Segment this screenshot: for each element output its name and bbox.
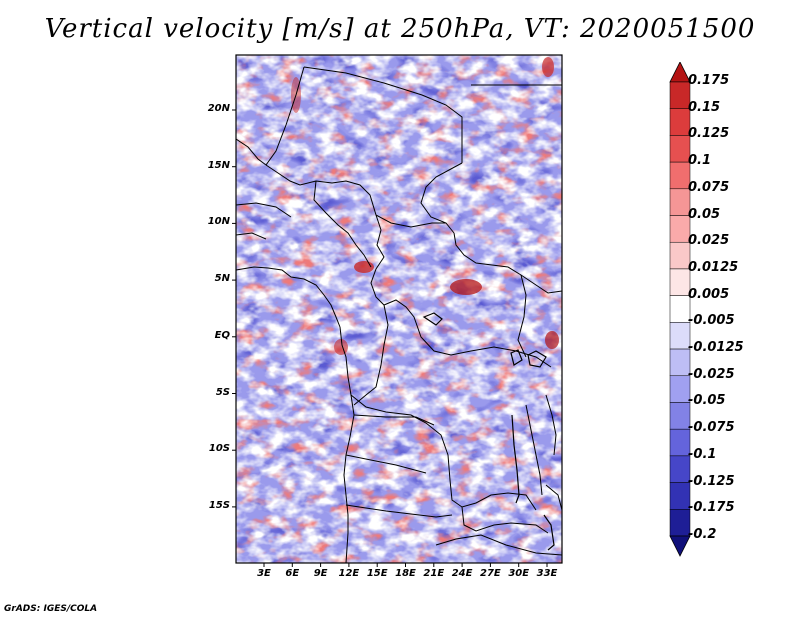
colorbar-segment (669, 215, 691, 243)
latitude-label: 20N (207, 103, 230, 114)
colorbar-segment (669, 241, 691, 270)
longitude-label: 33E (536, 568, 558, 579)
colorbar-segment (669, 348, 691, 377)
latitude-label: 15N (207, 159, 230, 171)
longitude-label: 12E (338, 568, 360, 579)
latitude-label: 5S (215, 386, 230, 398)
colorbar-label: 0.1 (688, 153, 712, 169)
latitude-label: EQ (214, 329, 230, 341)
colorbar-label: -0.125 (688, 473, 735, 489)
colorbar-label: -0.05 (688, 393, 726, 409)
colorbar-label: -0.005 (688, 313, 735, 329)
colorbar-label: 0.15 (688, 99, 721, 115)
ascent-hotspot (450, 279, 482, 295)
ascent-hotspot (545, 331, 559, 349)
colorbar-segment (669, 161, 691, 190)
colorbar-label: -0.025 (688, 366, 735, 382)
colorbar-segment (669, 108, 691, 136)
colorbar-label: -0.2 (688, 527, 717, 542)
colorbar-label: -0.075 (688, 420, 735, 436)
field-near-zero (236, 55, 562, 563)
grads-credit: GrADS: IGES/COLA (4, 604, 98, 614)
longitude-label: 18E (395, 568, 416, 579)
colorbar-segment (669, 402, 691, 430)
colorbar-segment (669, 322, 691, 350)
latitude-label: 10S (208, 443, 230, 455)
colorbar-max-arrow (669, 62, 691, 83)
colorbar-label: 0.125 (688, 126, 730, 142)
colorbar-label: -0.175 (688, 500, 735, 516)
colorbar-label: 0.025 (688, 233, 730, 249)
latitude-label: 5N (214, 273, 230, 285)
colorbar-label: 0.0125 (688, 259, 739, 275)
ascent-hotspot (334, 339, 348, 355)
colorbar-segment (669, 455, 691, 483)
map-title: Vertical velocity [m/s] at 250hPa, VT: 2… (44, 14, 756, 44)
colorbar-segment (669, 375, 691, 403)
latitude-label: 10N (207, 216, 230, 228)
longitude-label: 21E (423, 568, 445, 579)
longitude-label: 9E (313, 568, 328, 579)
colorbar-label: -0.1 (688, 446, 717, 462)
colorbar-segment (669, 428, 691, 457)
longitude-label: 6E (285, 568, 300, 579)
latitude-label: 15S (208, 499, 230, 511)
colorbar-label: -0.0125 (688, 340, 744, 356)
longitude-label: 15E (366, 568, 388, 579)
colorbar-segment (669, 81, 691, 109)
map-panel (236, 55, 562, 563)
colorbar-segment (669, 268, 691, 296)
colorbar-segment (669, 509, 691, 537)
vertical-velocity-field (236, 55, 562, 563)
longitude-label: 24E (451, 568, 473, 579)
colorbar-segment (669, 295, 691, 323)
colorbar-label: 0.075 (688, 179, 730, 195)
colorbar-segment (669, 482, 691, 510)
longitude-label: 30E (508, 568, 530, 579)
longitude-label: 27E (480, 568, 501, 579)
ascent-hotspot (542, 57, 554, 77)
colorbar-label: 0.175 (688, 73, 730, 88)
colorbar (669, 62, 691, 557)
longitude-label: 3E (257, 568, 271, 579)
colorbar-segment (669, 135, 691, 163)
colorbar-label: 0.05 (688, 206, 721, 222)
colorbar-min-arrow (669, 535, 691, 557)
colorbar-segment (669, 188, 691, 216)
colorbar-label: 0.005 (688, 286, 730, 302)
